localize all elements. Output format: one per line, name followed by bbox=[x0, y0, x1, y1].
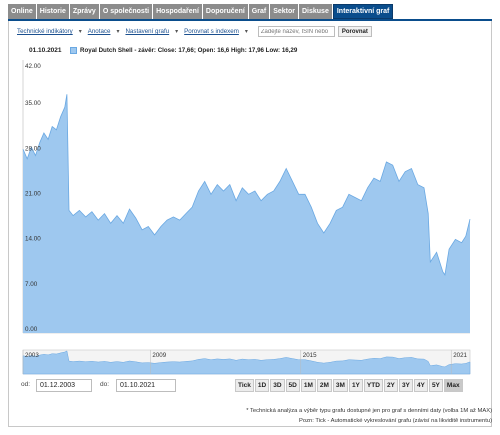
dropdown-arrow-icon[interactable]: ▾ bbox=[78, 29, 82, 35]
legend-swatch[interactable] bbox=[70, 47, 77, 54]
dropdown-arrow-icon[interactable]: ▾ bbox=[116, 29, 120, 35]
navigator-label: 2009 bbox=[152, 352, 166, 359]
range-button-3m[interactable]: 3M bbox=[332, 379, 348, 392]
tab-3[interactable]: O společnosti bbox=[99, 4, 153, 19]
y-tick-label: 0.00 bbox=[25, 326, 38, 333]
navigator-label: 2003 bbox=[25, 352, 39, 359]
y-tick-label: 14.00 bbox=[25, 236, 41, 243]
range-button-1d[interactable]: 1D bbox=[254, 379, 270, 392]
technical-indicators-link[interactable]: Technické indikátory bbox=[17, 28, 73, 35]
tab-2[interactable]: Zprávy bbox=[69, 4, 99, 19]
navigator-label: 2021 bbox=[453, 352, 467, 359]
to-date-input[interactable] bbox=[116, 379, 176, 392]
range-button-max[interactable]: Max bbox=[443, 379, 463, 392]
price-line bbox=[22, 94, 471, 276]
range-button-4y[interactable]: 4Y bbox=[413, 379, 428, 392]
tab-8[interactable]: Diskuse bbox=[299, 4, 332, 19]
chart-settings-link[interactable]: Nastavení grafu bbox=[125, 28, 170, 35]
compare-index-link[interactable]: Porovnat s indexem bbox=[184, 28, 239, 35]
annotations-link[interactable]: Anotace bbox=[87, 28, 111, 35]
price-area[interactable] bbox=[23, 94, 470, 333]
tab-1[interactable]: Historie bbox=[36, 4, 69, 19]
from-label: od: bbox=[21, 381, 31, 388]
to-label: do: bbox=[100, 381, 110, 388]
y-tick-label: 7.00 bbox=[25, 281, 38, 288]
range-button-2m[interactable]: 2M bbox=[316, 379, 332, 392]
y-tick-label: 35.00 bbox=[25, 100, 41, 107]
legend-date: 01.10.2021 bbox=[29, 47, 62, 54]
dropdown-arrow-icon[interactable]: ▾ bbox=[244, 29, 248, 35]
tab-7[interactable]: Sektor bbox=[270, 4, 298, 19]
y-tick-label: 28.00 bbox=[25, 145, 41, 152]
tab-9[interactable]: Interaktivní graf bbox=[332, 4, 394, 19]
from-date-input[interactable] bbox=[36, 379, 92, 392]
legend-series-text: Royal Dutch Shell - závěr: Close: 17,66;… bbox=[80, 47, 298, 54]
tab-4[interactable]: Hospodaření bbox=[153, 4, 202, 19]
y-tick-label: 42.00 bbox=[25, 63, 41, 70]
tab-6[interactable]: Graf bbox=[248, 4, 270, 19]
range-buttons: Tick 1D 3D 5D 1M 2M 3M 1Y YTD 2Y 3Y 4Y 5Y Max bbox=[235, 379, 463, 392]
chart-toolbar: Technické indikátory ▾ Anotace ▾ Nastave… bbox=[17, 25, 372, 38]
navigator-area bbox=[22, 350, 471, 375]
compare-button[interactable]: Porovnat bbox=[337, 26, 372, 37]
compare-search-input[interactable] bbox=[257, 26, 335, 37]
range-button-3y[interactable]: 3Y bbox=[398, 379, 413, 392]
content-frame bbox=[8, 21, 492, 427]
tab-bar: Online Historie Zprávy O společnosti Hospoda… bbox=[8, 4, 394, 19]
dropdown-arrow-icon[interactable]: ▾ bbox=[175, 29, 179, 35]
tab-5[interactable]: Doporučení bbox=[202, 4, 248, 19]
y-tick-label: 21.00 bbox=[25, 191, 41, 198]
note-technical-analysis: * Technická analýza a výběr typu grafu d… bbox=[246, 408, 492, 414]
navigator-label: 2015 bbox=[303, 352, 317, 359]
range-button-5y[interactable]: 5Y bbox=[428, 379, 443, 392]
range-button-3d[interactable]: 3D bbox=[270, 379, 285, 392]
range-button-1y[interactable]: 1Y bbox=[348, 379, 363, 392]
range-button-ytd[interactable]: YTD bbox=[363, 379, 383, 392]
range-button-tick[interactable]: Tick bbox=[235, 379, 254, 392]
note-tick: Pozn: Tick - Automatické vykreslování gr… bbox=[299, 418, 492, 424]
tab-underline bbox=[8, 19, 492, 21]
range-button-1m[interactable]: 1M bbox=[300, 379, 316, 392]
range-button-2y[interactable]: 2Y bbox=[383, 379, 398, 392]
range-button-5d[interactable]: 5D bbox=[285, 379, 300, 392]
tab-0[interactable]: Online bbox=[8, 4, 36, 19]
